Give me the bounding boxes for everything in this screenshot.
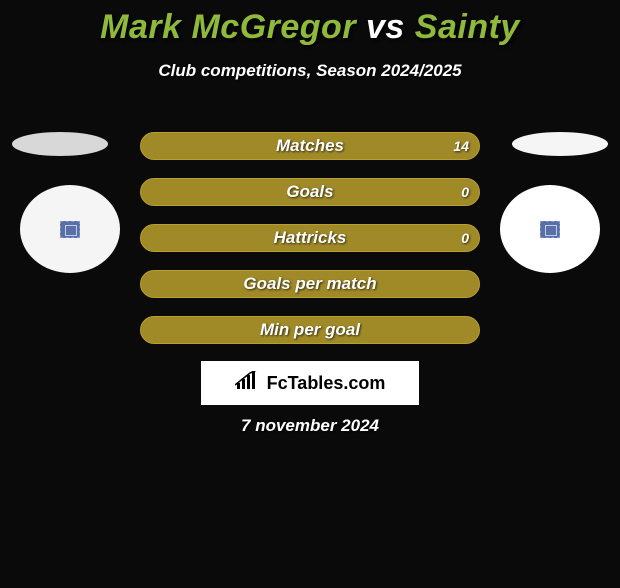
- stat-value-right: 0: [461, 230, 469, 246]
- player-left-ellipse: [12, 132, 108, 156]
- player-right-ellipse: [512, 132, 608, 156]
- brand-box: FcTables.com: [201, 361, 419, 405]
- brand-text: FcTables.com: [267, 373, 386, 394]
- stat-label: Matches: [276, 136, 344, 156]
- page-title: Mark McGregor vs Sainty: [0, 8, 620, 47]
- image-placeholder-icon: [60, 221, 80, 238]
- bar-chart-icon: [235, 371, 261, 396]
- stats-container: Matches 14 Goals 0 Hattricks 0 Goals per…: [140, 132, 480, 362]
- stat-row-goals: Goals 0: [140, 178, 480, 206]
- stat-label: Goals: [286, 182, 333, 202]
- stat-label: Goals per match: [243, 274, 376, 294]
- stat-label: Hattricks: [274, 228, 347, 248]
- player-left-badge-circle: [20, 185, 120, 273]
- stat-row-matches: Matches 14: [140, 132, 480, 160]
- stat-label: Min per goal: [260, 320, 360, 340]
- stat-row-min-per-goal: Min per goal: [140, 316, 480, 344]
- player-right-badge-circle: [500, 185, 600, 273]
- stat-value-right: 14: [453, 138, 469, 154]
- stat-value-right: 0: [461, 184, 469, 200]
- title-player-right: Sainty: [415, 8, 520, 46]
- title-player-left: Mark McGregor: [100, 8, 356, 46]
- date-text: 7 november 2024: [241, 416, 379, 436]
- stat-row-hattricks: Hattricks 0: [140, 224, 480, 252]
- image-placeholder-icon: [540, 221, 560, 238]
- stat-row-goals-per-match: Goals per match: [140, 270, 480, 298]
- subtitle: Club competitions, Season 2024/2025: [0, 61, 620, 81]
- title-vs: vs: [356, 8, 415, 46]
